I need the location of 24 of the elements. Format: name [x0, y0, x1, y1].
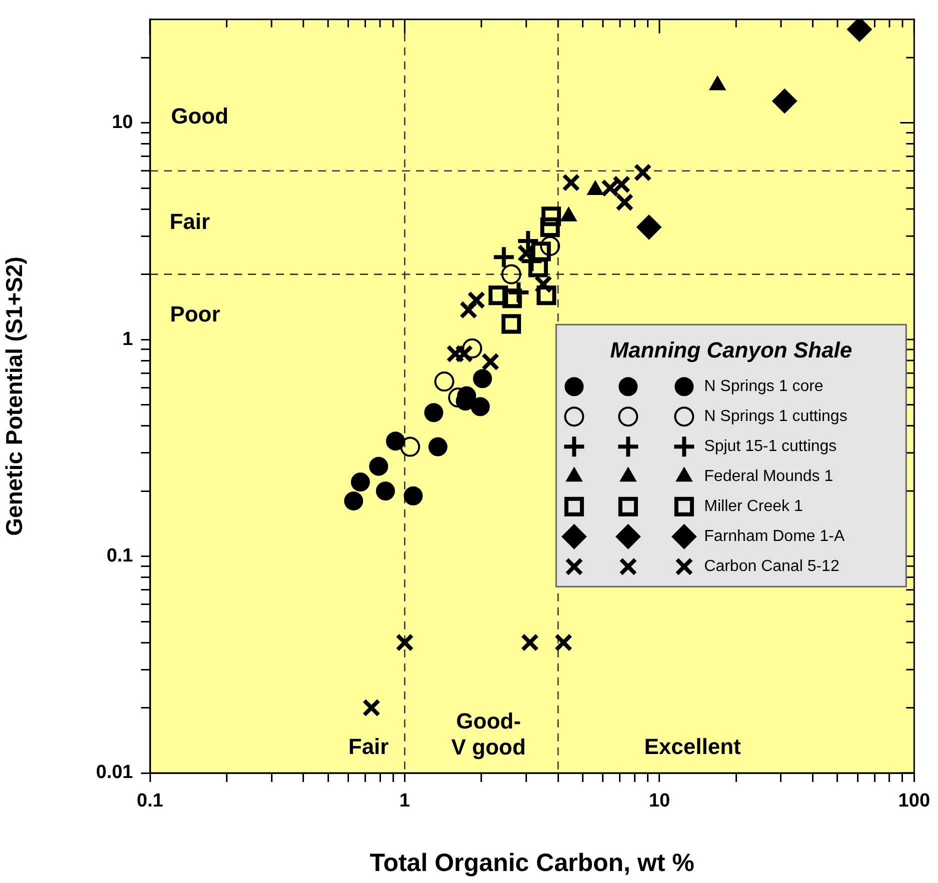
legend-label: Miller Creek 1 [704, 498, 803, 516]
legend-label: Federal Mounds 1 [704, 468, 834, 486]
annotation: Good [170, 103, 228, 128]
annotation: Fair [348, 734, 390, 760]
x-tick-label: 100 [898, 790, 930, 812]
y-tick-label: 0.1 [106, 546, 134, 567]
annotation: Poor [170, 302, 221, 327]
annotation: Good- V good [451, 708, 526, 760]
y-axis-title: Genetic Potential (S1+S2) [1, 256, 28, 536]
legend-label: N Springs 1 cuttings [704, 408, 848, 426]
y-tick-label: 1 [122, 328, 134, 350]
legend-label: Carbon Canal 5-12 [704, 558, 840, 576]
x-tick-label: 10 [648, 790, 670, 812]
annotation: Excellent [644, 734, 742, 760]
y-tick-label: 10 [112, 112, 133, 134]
legend-title: Manning Canyon Shale [610, 338, 852, 363]
y-tick-label: 0.01 [96, 762, 134, 784]
x-tick-label: 1 [399, 790, 410, 812]
x-tick-label: 0.1 [136, 790, 164, 812]
legend-label: Farnham Dome 1-A [704, 528, 845, 546]
legend-label: Spjut 15-1 cuttings [704, 438, 837, 456]
x-axis-title: Total Organic Carbon, wt % [370, 848, 694, 877]
annotation: Fair [170, 208, 210, 234]
legend-label: N Springs 1 core [704, 378, 824, 396]
